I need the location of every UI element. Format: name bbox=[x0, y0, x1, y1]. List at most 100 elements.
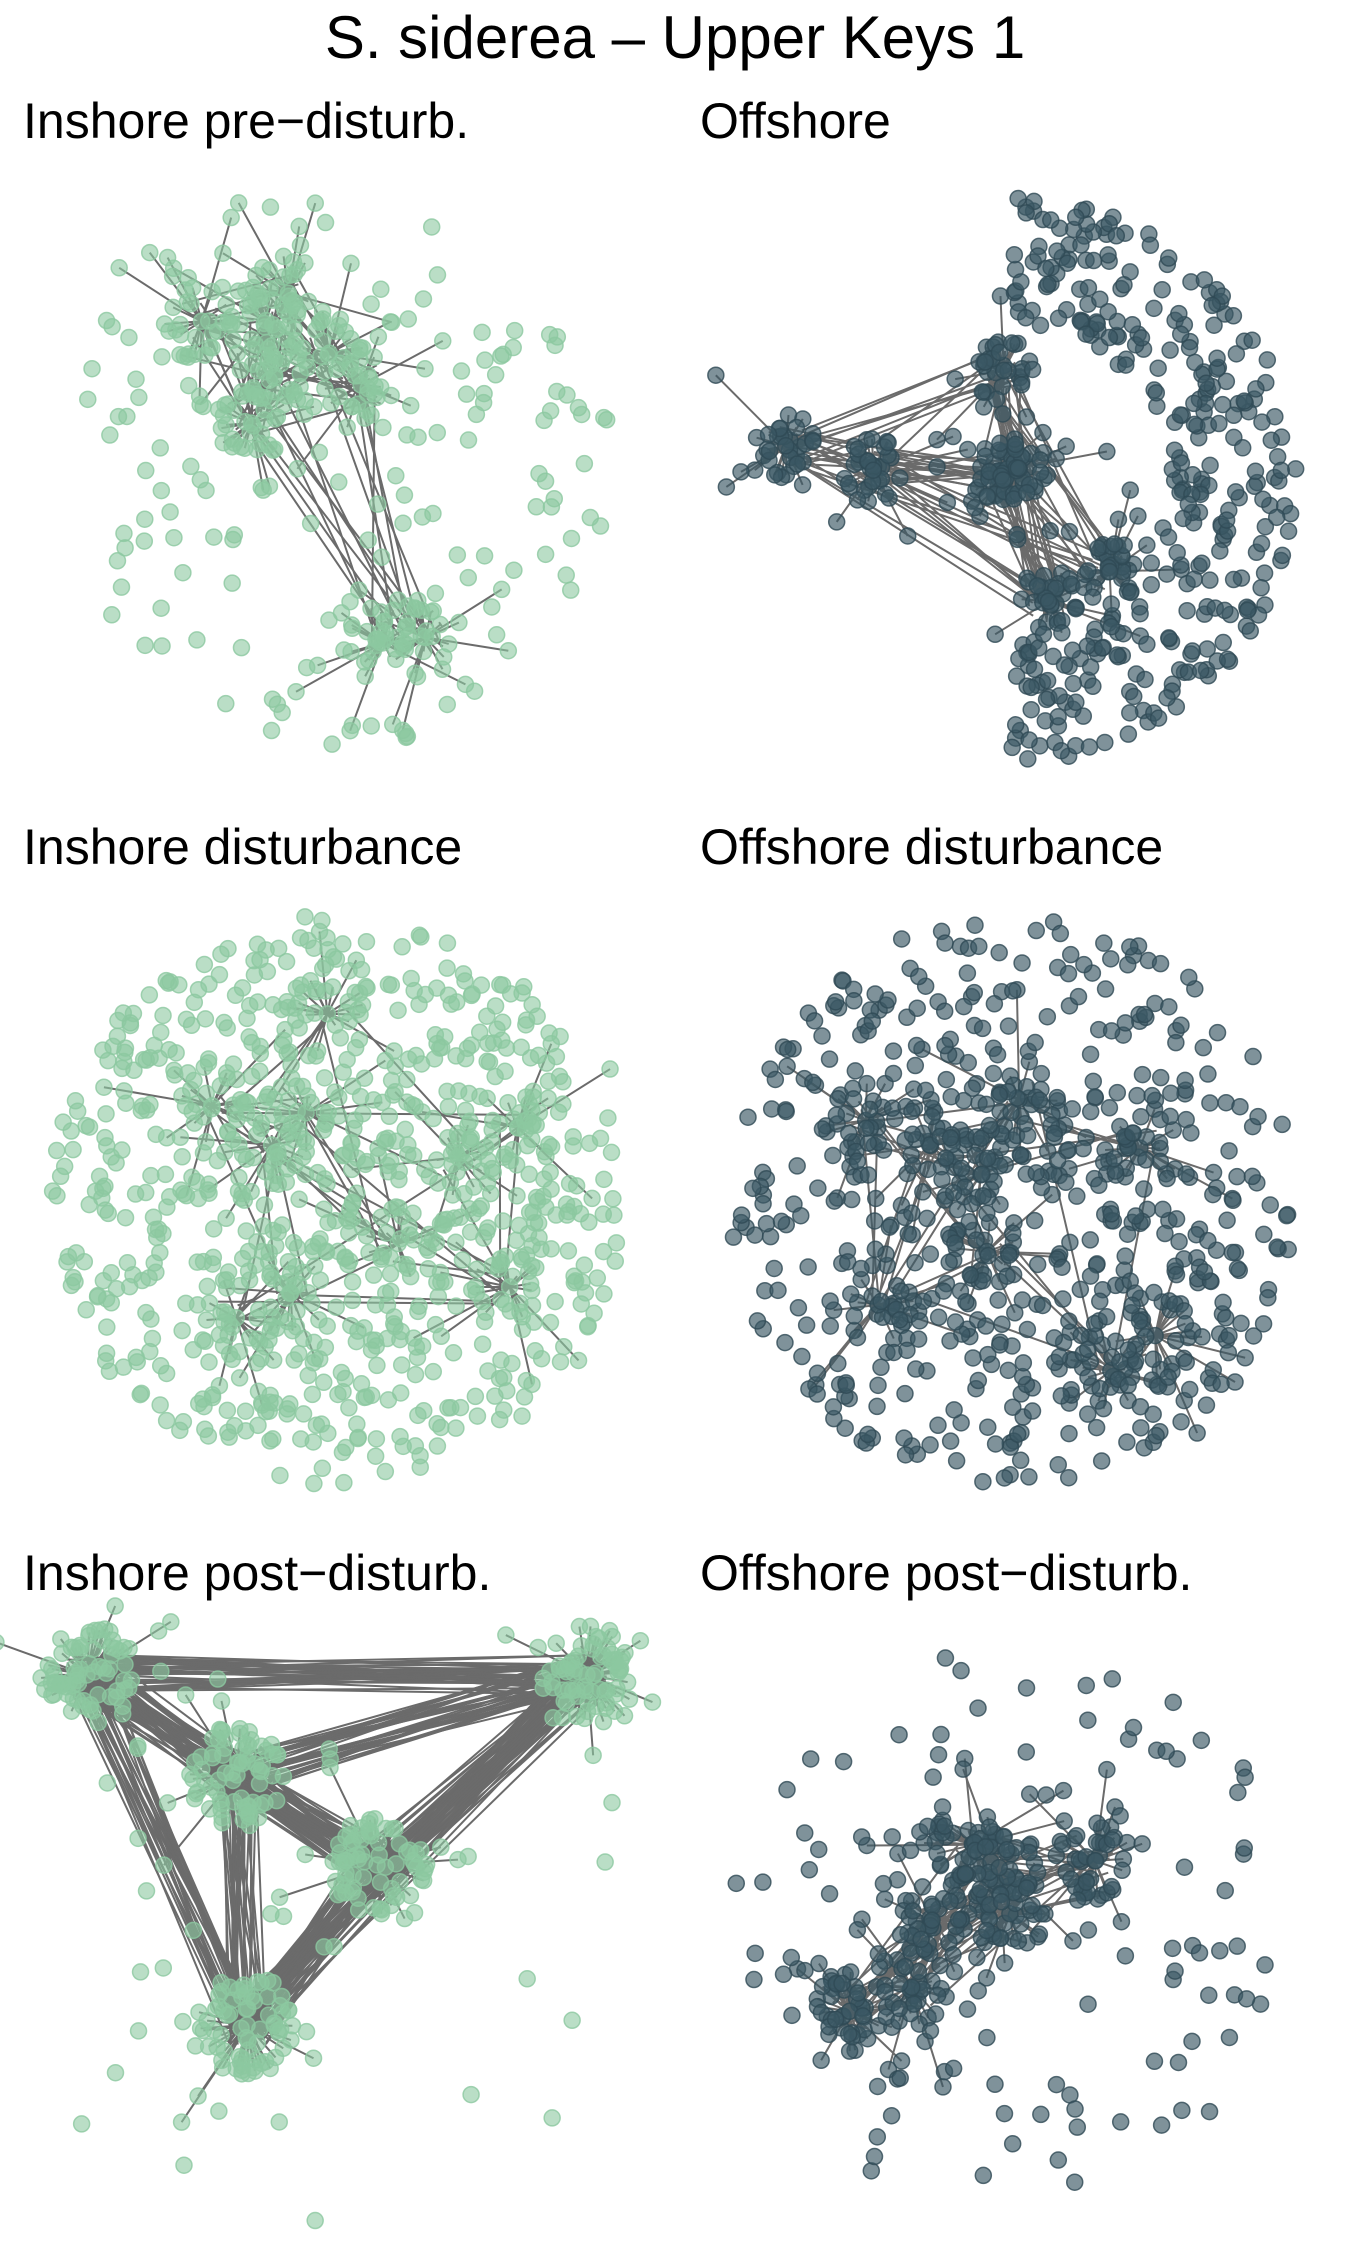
node bbox=[1243, 1167, 1262, 1186]
node bbox=[468, 1260, 486, 1278]
node bbox=[490, 1115, 509, 1133]
node bbox=[1252, 579, 1270, 597]
node bbox=[245, 966, 264, 984]
node bbox=[406, 1365, 425, 1384]
node bbox=[1199, 1231, 1217, 1250]
node bbox=[101, 426, 119, 444]
node bbox=[1158, 689, 1176, 707]
node bbox=[291, 377, 309, 396]
node bbox=[211, 1077, 230, 1095]
node bbox=[341, 354, 360, 372]
node bbox=[1091, 1292, 1109, 1311]
node bbox=[297, 1104, 315, 1122]
node bbox=[586, 1697, 605, 1716]
node bbox=[1059, 1468, 1078, 1487]
node bbox=[369, 495, 387, 513]
node bbox=[1096, 980, 1115, 998]
node bbox=[805, 1012, 824, 1030]
node bbox=[820, 1050, 839, 1068]
node bbox=[279, 318, 297, 336]
node bbox=[954, 1091, 973, 1110]
node bbox=[171, 1128, 190, 1147]
node bbox=[83, 359, 101, 378]
node bbox=[136, 461, 155, 480]
node bbox=[793, 476, 812, 494]
node bbox=[1026, 1033, 1044, 1052]
node bbox=[1000, 1246, 1018, 1264]
node bbox=[98, 1137, 116, 1155]
node bbox=[157, 1364, 176, 1383]
node bbox=[189, 980, 208, 999]
node bbox=[1066, 208, 1085, 227]
node bbox=[374, 418, 392, 437]
node bbox=[362, 1331, 381, 1349]
node bbox=[297, 2022, 316, 2041]
node bbox=[1254, 1315, 1273, 1333]
node bbox=[865, 1212, 884, 1230]
node bbox=[1210, 414, 1228, 433]
node bbox=[212, 2026, 230, 2044]
node bbox=[520, 1094, 538, 1113]
node bbox=[546, 1292, 564, 1311]
node bbox=[224, 1055, 243, 1073]
node bbox=[188, 1296, 207, 1314]
node bbox=[1089, 539, 1107, 557]
node bbox=[245, 1992, 264, 2010]
node bbox=[250, 1774, 269, 1793]
node bbox=[394, 514, 412, 532]
node bbox=[1031, 451, 1049, 469]
node bbox=[1055, 656, 1074, 674]
node bbox=[447, 1419, 465, 1437]
node bbox=[957, 1292, 975, 1311]
node bbox=[827, 1106, 846, 1124]
node bbox=[560, 1174, 579, 1193]
node bbox=[186, 328, 205, 347]
node bbox=[1078, 1340, 1097, 1359]
node bbox=[610, 1661, 629, 1679]
node bbox=[238, 1009, 256, 1028]
network bbox=[43, 908, 626, 1493]
node bbox=[1253, 413, 1271, 431]
node bbox=[517, 1371, 536, 1390]
node bbox=[279, 1091, 298, 1110]
node bbox=[211, 1791, 230, 1809]
node bbox=[1072, 236, 1090, 254]
node bbox=[545, 489, 564, 508]
node bbox=[428, 1414, 446, 1433]
node bbox=[228, 1766, 246, 1784]
node bbox=[1124, 687, 1143, 706]
node bbox=[319, 1103, 337, 1122]
node bbox=[463, 1281, 481, 1299]
node bbox=[118, 1254, 137, 1272]
node bbox=[1208, 349, 1226, 367]
node bbox=[387, 1888, 406, 1907]
node bbox=[1224, 570, 1243, 589]
node bbox=[515, 1388, 534, 1406]
node bbox=[447, 1233, 465, 1251]
node bbox=[1193, 554, 1211, 572]
node bbox=[112, 578, 131, 596]
node bbox=[1232, 1314, 1250, 1333]
node bbox=[1123, 315, 1142, 334]
node bbox=[1119, 956, 1137, 974]
node bbox=[921, 1245, 940, 1263]
node bbox=[824, 1146, 842, 1165]
node bbox=[200, 1353, 218, 1371]
node bbox=[362, 717, 381, 735]
node bbox=[1223, 1243, 1242, 1262]
node bbox=[501, 1151, 520, 1170]
nodes bbox=[79, 194, 616, 753]
node bbox=[113, 1705, 132, 1723]
node bbox=[408, 667, 427, 686]
node bbox=[863, 1012, 882, 1030]
node bbox=[569, 1647, 588, 1666]
node bbox=[797, 1316, 816, 1334]
node bbox=[475, 1312, 494, 1331]
node bbox=[492, 580, 511, 599]
node bbox=[345, 1119, 363, 1138]
node bbox=[1166, 1332, 1185, 1350]
node bbox=[137, 1882, 156, 1900]
node bbox=[176, 1097, 195, 1115]
node bbox=[261, 1298, 280, 1316]
node bbox=[979, 1418, 997, 1436]
